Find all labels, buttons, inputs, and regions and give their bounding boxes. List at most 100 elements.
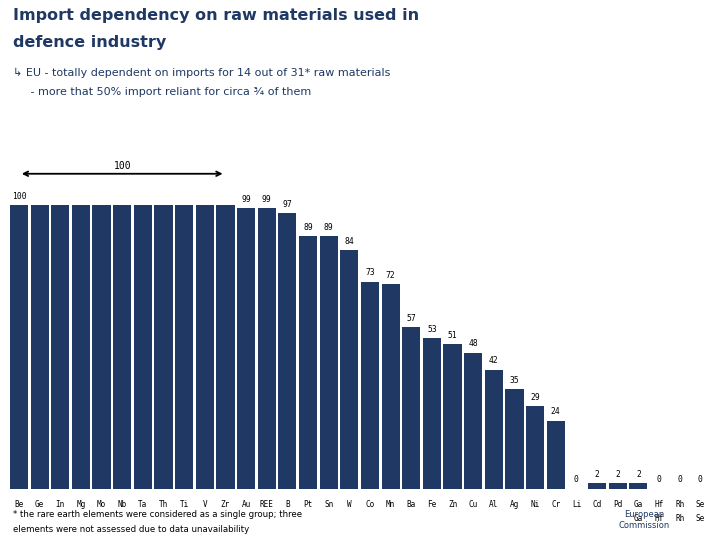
Text: Cr: Cr [552, 500, 560, 509]
Text: defence industry: defence industry [13, 35, 166, 50]
Text: 99: 99 [241, 194, 251, 204]
Text: 0: 0 [678, 475, 682, 484]
Text: Zn: Zn [448, 500, 457, 509]
Text: 53: 53 [427, 325, 437, 334]
Bar [30, 205, 49, 489]
Bar [237, 208, 255, 489]
Bar [382, 285, 400, 489]
Text: Ni: Ni [531, 500, 540, 509]
Text: 2: 2 [595, 470, 600, 479]
Text: Cu: Cu [469, 500, 478, 509]
Text: ↳ EU - totally dependent on imports for 14 out of 31* raw materials: ↳ EU - totally dependent on imports for … [13, 68, 390, 78]
Text: Al: Al [489, 500, 498, 509]
Bar [320, 236, 338, 489]
Bar [526, 407, 544, 489]
Bar [72, 205, 90, 489]
Text: Th: Th [159, 500, 168, 509]
Text: 72: 72 [386, 271, 395, 280]
Text: Co: Co [365, 500, 374, 509]
Bar [51, 205, 69, 489]
Text: Mo: Mo [97, 500, 106, 509]
Text: 100: 100 [113, 161, 131, 171]
Text: Hf: Hf [654, 514, 664, 523]
Text: Be: Be [14, 500, 24, 509]
Text: Ga: Ga [634, 500, 643, 509]
Text: elements were not assessed due to data unavailability: elements were not assessed due to data u… [13, 525, 249, 534]
Text: 89: 89 [303, 223, 313, 232]
Text: Au: Au [241, 500, 251, 509]
Text: Hf: Hf [654, 500, 664, 509]
Bar [113, 205, 131, 489]
Text: Mn: Mn [386, 500, 395, 509]
Text: 51: 51 [448, 330, 457, 340]
Text: 2: 2 [616, 470, 620, 479]
Text: Sn: Sn [324, 500, 333, 509]
Text: REE: REE [260, 500, 274, 509]
Bar [92, 205, 111, 489]
Bar [485, 369, 503, 489]
Text: Pd: Pd [613, 500, 622, 509]
Text: Mg: Mg [76, 500, 86, 509]
Text: - more that 50% import reliant for circa ¾ of them: - more that 50% import reliant for circa… [13, 87, 311, 98]
Text: Import dependency on raw materials used in: Import dependency on raw materials used … [13, 8, 419, 23]
Bar [196, 205, 214, 489]
Bar [279, 213, 297, 489]
Text: Li: Li [572, 500, 581, 509]
Bar [588, 483, 606, 489]
Text: 48: 48 [468, 339, 478, 348]
Bar [134, 205, 152, 489]
Text: * the rare earth elements were considered as a single group; three: * the rare earth elements were considere… [13, 510, 302, 519]
Text: 0: 0 [574, 475, 579, 484]
Bar [10, 205, 28, 489]
Text: Ga: Ga [634, 514, 643, 523]
Text: Ta: Ta [138, 500, 148, 509]
Bar [629, 483, 647, 489]
Bar [361, 281, 379, 489]
Text: Cd: Cd [593, 500, 602, 509]
Bar [464, 353, 482, 489]
Text: Fe: Fe [427, 500, 436, 509]
Bar [546, 421, 565, 489]
Bar [258, 208, 276, 489]
Text: 73: 73 [365, 268, 375, 278]
Text: Ti: Ti [179, 500, 189, 509]
Text: Rh: Rh [675, 500, 684, 509]
Bar [608, 483, 627, 489]
Text: 24: 24 [551, 407, 561, 416]
Bar [216, 205, 235, 489]
Text: 89: 89 [324, 223, 333, 232]
Bar [444, 344, 462, 489]
Bar [341, 251, 359, 489]
Text: 29: 29 [530, 393, 540, 402]
Bar [402, 327, 420, 489]
Text: V: V [202, 500, 207, 509]
Text: Ag: Ag [510, 500, 519, 509]
Bar [299, 236, 317, 489]
Text: Ba: Ba [407, 500, 416, 509]
Text: 42: 42 [489, 356, 499, 365]
Bar [154, 205, 173, 489]
Text: Se: Se [696, 500, 705, 509]
Text: Nb: Nb [117, 500, 127, 509]
Text: W: W [347, 500, 351, 509]
Text: 0: 0 [657, 475, 662, 484]
Text: 100: 100 [12, 192, 26, 201]
Bar [505, 389, 523, 489]
Text: 84: 84 [344, 237, 354, 246]
Text: 0: 0 [698, 475, 703, 484]
Text: European
Commission: European Commission [618, 510, 670, 530]
Text: 97: 97 [282, 200, 292, 209]
Text: In: In [55, 500, 65, 509]
Bar [423, 339, 441, 489]
Text: Ge: Ge [35, 500, 44, 509]
Bar [175, 205, 193, 489]
Text: B: B [285, 500, 289, 509]
Text: 2: 2 [636, 470, 641, 479]
Text: Se: Se [696, 514, 705, 523]
Text: Zr: Zr [221, 500, 230, 509]
Text: 99: 99 [262, 194, 271, 204]
Text: Rh: Rh [675, 514, 684, 523]
Text: Pt: Pt [303, 500, 312, 509]
Text: 35: 35 [510, 376, 519, 385]
Text: 57: 57 [406, 314, 416, 323]
